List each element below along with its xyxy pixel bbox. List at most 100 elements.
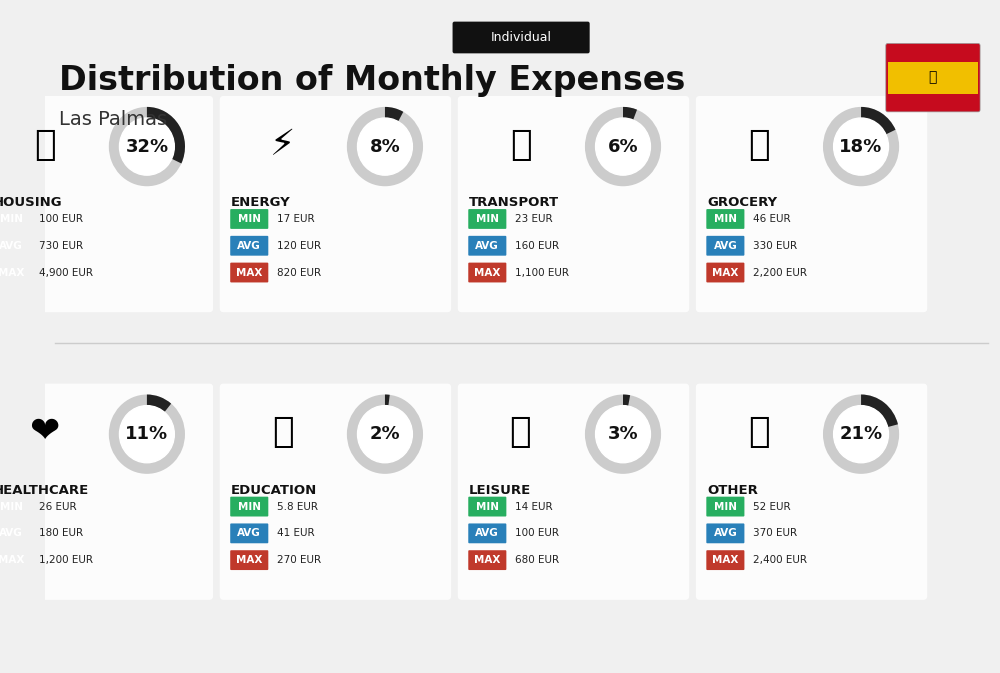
Wedge shape bbox=[623, 394, 630, 406]
Text: GROCERY: GROCERY bbox=[707, 196, 777, 209]
Text: TRANSPORT: TRANSPORT bbox=[469, 196, 559, 209]
Text: MAX: MAX bbox=[474, 268, 501, 277]
Text: 180 EUR: 180 EUR bbox=[39, 528, 83, 538]
FancyBboxPatch shape bbox=[706, 497, 744, 516]
Text: MIN: MIN bbox=[0, 214, 23, 224]
Text: AVG: AVG bbox=[713, 528, 737, 538]
Text: ❤️: ❤️ bbox=[30, 415, 60, 449]
FancyBboxPatch shape bbox=[886, 44, 980, 112]
Text: MAX: MAX bbox=[236, 268, 262, 277]
Text: ⚡: ⚡ bbox=[270, 128, 296, 162]
Wedge shape bbox=[347, 394, 423, 474]
Text: 160 EUR: 160 EUR bbox=[515, 241, 559, 251]
Text: 🛡️: 🛡️ bbox=[929, 71, 937, 85]
Text: AVG: AVG bbox=[0, 241, 23, 251]
Wedge shape bbox=[385, 107, 403, 122]
FancyBboxPatch shape bbox=[230, 524, 268, 543]
FancyBboxPatch shape bbox=[220, 96, 451, 312]
Wedge shape bbox=[861, 107, 896, 135]
Text: MAX: MAX bbox=[0, 268, 24, 277]
Text: 820 EUR: 820 EUR bbox=[277, 268, 321, 277]
FancyBboxPatch shape bbox=[706, 262, 744, 283]
Text: 5.8 EUR: 5.8 EUR bbox=[277, 501, 318, 511]
FancyBboxPatch shape bbox=[230, 236, 268, 256]
Text: 2%: 2% bbox=[370, 425, 400, 444]
Text: ENERGY: ENERGY bbox=[231, 196, 291, 209]
FancyBboxPatch shape bbox=[696, 384, 927, 600]
Text: 270 EUR: 270 EUR bbox=[277, 555, 321, 565]
Text: 32%: 32% bbox=[125, 137, 168, 155]
Circle shape bbox=[834, 118, 888, 175]
Text: Distribution of Monthly Expenses: Distribution of Monthly Expenses bbox=[59, 64, 686, 97]
FancyBboxPatch shape bbox=[706, 236, 744, 256]
Text: 14 EUR: 14 EUR bbox=[515, 501, 553, 511]
Text: MAX: MAX bbox=[474, 555, 501, 565]
Text: MIN: MIN bbox=[476, 214, 499, 224]
Text: 52 EUR: 52 EUR bbox=[753, 501, 791, 511]
Text: 2,200 EUR: 2,200 EUR bbox=[753, 268, 807, 277]
FancyBboxPatch shape bbox=[0, 524, 30, 543]
Text: 🏢: 🏢 bbox=[34, 128, 56, 162]
Wedge shape bbox=[109, 394, 185, 474]
Text: 46 EUR: 46 EUR bbox=[753, 214, 791, 224]
Text: HOUSING: HOUSING bbox=[0, 196, 63, 209]
Wedge shape bbox=[585, 107, 661, 186]
FancyBboxPatch shape bbox=[706, 209, 744, 229]
FancyBboxPatch shape bbox=[230, 262, 268, 283]
Text: 3%: 3% bbox=[608, 425, 638, 444]
Wedge shape bbox=[147, 107, 185, 164]
FancyBboxPatch shape bbox=[230, 551, 268, 570]
Text: 6%: 6% bbox=[608, 137, 638, 155]
Wedge shape bbox=[623, 107, 637, 120]
FancyBboxPatch shape bbox=[0, 551, 30, 570]
Text: 🛍️: 🛍️ bbox=[510, 415, 532, 449]
Text: 330 EUR: 330 EUR bbox=[753, 241, 797, 251]
Text: 🚌: 🚌 bbox=[510, 128, 532, 162]
Text: MAX: MAX bbox=[712, 555, 739, 565]
Wedge shape bbox=[823, 107, 899, 186]
Text: 1,200 EUR: 1,200 EUR bbox=[39, 555, 93, 565]
Text: 17 EUR: 17 EUR bbox=[277, 214, 315, 224]
Text: MIN: MIN bbox=[476, 501, 499, 511]
Text: 370 EUR: 370 EUR bbox=[753, 528, 797, 538]
Text: MIN: MIN bbox=[238, 214, 261, 224]
FancyBboxPatch shape bbox=[0, 497, 30, 516]
Text: MAX: MAX bbox=[236, 555, 262, 565]
Text: MIN: MIN bbox=[714, 214, 737, 224]
FancyBboxPatch shape bbox=[0, 262, 30, 283]
Text: LEISURE: LEISURE bbox=[469, 484, 531, 497]
FancyBboxPatch shape bbox=[230, 497, 268, 516]
FancyBboxPatch shape bbox=[220, 384, 451, 600]
Text: 🛒: 🛒 bbox=[748, 128, 770, 162]
Wedge shape bbox=[823, 394, 899, 474]
Text: 18%: 18% bbox=[839, 137, 883, 155]
Text: AVG: AVG bbox=[0, 528, 23, 538]
Text: 11%: 11% bbox=[125, 425, 168, 444]
Text: 8%: 8% bbox=[370, 137, 400, 155]
Text: EDUCATION: EDUCATION bbox=[231, 484, 317, 497]
Text: MAX: MAX bbox=[0, 555, 24, 565]
Text: 21%: 21% bbox=[839, 425, 883, 444]
Text: 4,900 EUR: 4,900 EUR bbox=[39, 268, 93, 277]
Text: 23 EUR: 23 EUR bbox=[515, 214, 553, 224]
Wedge shape bbox=[385, 394, 390, 406]
Text: 120 EUR: 120 EUR bbox=[277, 241, 321, 251]
Circle shape bbox=[596, 406, 650, 463]
Text: Las Palmas: Las Palmas bbox=[59, 110, 167, 129]
Text: OTHER: OTHER bbox=[707, 484, 758, 497]
Circle shape bbox=[358, 406, 412, 463]
Text: 26 EUR: 26 EUR bbox=[39, 501, 76, 511]
Wedge shape bbox=[147, 394, 171, 412]
FancyBboxPatch shape bbox=[468, 524, 506, 543]
Text: MIN: MIN bbox=[714, 501, 737, 511]
FancyBboxPatch shape bbox=[0, 209, 30, 229]
Wedge shape bbox=[109, 107, 185, 186]
FancyBboxPatch shape bbox=[0, 96, 213, 312]
FancyBboxPatch shape bbox=[468, 209, 506, 229]
Text: 730 EUR: 730 EUR bbox=[39, 241, 83, 251]
Text: AVG: AVG bbox=[237, 241, 261, 251]
FancyBboxPatch shape bbox=[458, 384, 689, 600]
FancyBboxPatch shape bbox=[696, 96, 927, 312]
FancyBboxPatch shape bbox=[458, 96, 689, 312]
Text: 1,100 EUR: 1,100 EUR bbox=[515, 268, 569, 277]
